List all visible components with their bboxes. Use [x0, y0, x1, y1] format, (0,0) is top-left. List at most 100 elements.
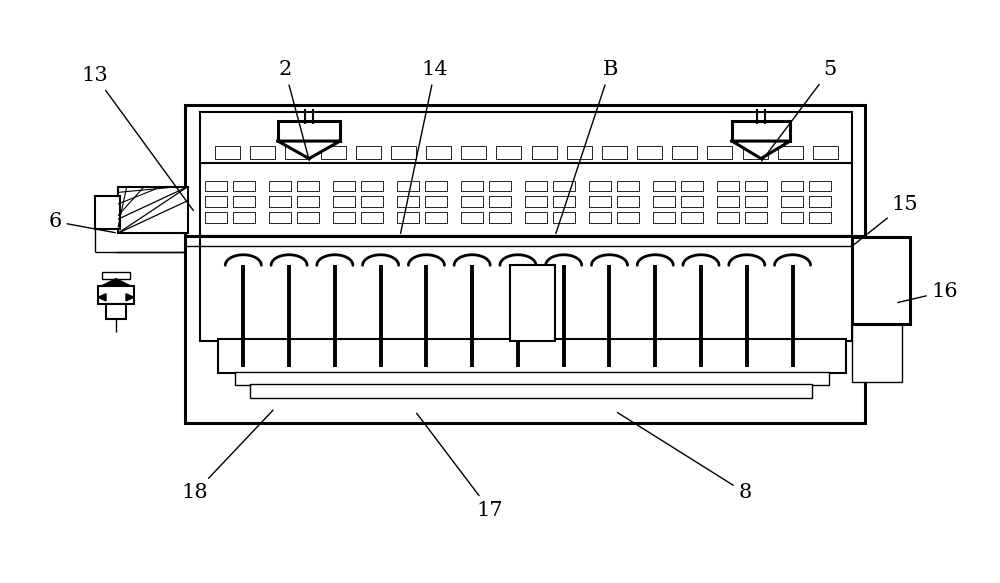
Bar — [707, 146, 732, 159]
Bar — [297, 181, 319, 191]
Bar — [553, 181, 575, 191]
Bar — [425, 196, 447, 207]
Bar — [743, 146, 768, 159]
Bar — [813, 146, 838, 159]
Bar — [717, 212, 739, 223]
Bar — [681, 181, 703, 191]
Bar — [278, 121, 340, 141]
Bar — [589, 181, 611, 191]
Bar — [681, 196, 703, 207]
Bar — [233, 212, 255, 223]
Bar — [781, 212, 803, 223]
Bar — [809, 212, 831, 223]
Bar — [297, 212, 319, 223]
Text: 17: 17 — [417, 413, 503, 519]
Bar — [200, 112, 852, 236]
Bar — [637, 146, 662, 159]
Bar — [525, 181, 547, 191]
Bar — [717, 181, 739, 191]
Bar — [425, 181, 447, 191]
Text: 5: 5 — [762, 61, 837, 161]
Bar — [297, 196, 319, 207]
Bar — [118, 187, 188, 233]
Text: 8: 8 — [617, 413, 752, 502]
Bar — [250, 384, 812, 398]
Bar — [269, 196, 291, 207]
Bar — [425, 212, 447, 223]
Bar — [567, 146, 592, 159]
Bar — [205, 181, 227, 191]
Bar — [617, 181, 639, 191]
Bar — [215, 146, 240, 159]
Bar — [653, 196, 675, 207]
Bar — [589, 196, 611, 207]
Bar — [333, 212, 355, 223]
Bar — [426, 146, 451, 159]
Bar — [205, 212, 227, 223]
Bar — [218, 339, 846, 373]
Bar — [269, 212, 291, 223]
Bar — [525, 196, 547, 207]
Text: 13: 13 — [82, 66, 193, 210]
Bar — [269, 181, 291, 191]
Bar — [489, 181, 511, 191]
Bar — [681, 212, 703, 223]
Text: 16: 16 — [898, 282, 958, 303]
Bar — [461, 196, 483, 207]
Bar — [285, 146, 310, 159]
Bar — [391, 146, 416, 159]
Bar — [333, 196, 355, 207]
Bar — [95, 196, 120, 229]
Bar — [778, 146, 803, 159]
Polygon shape — [126, 294, 134, 301]
Polygon shape — [732, 141, 790, 159]
Text: 14: 14 — [401, 61, 448, 233]
Bar — [361, 196, 383, 207]
Bar — [589, 212, 611, 223]
Bar — [553, 212, 575, 223]
Bar — [397, 181, 419, 191]
Bar — [321, 146, 346, 159]
Text: 6: 6 — [48, 212, 115, 233]
Bar — [532, 146, 557, 159]
Bar — [98, 286, 134, 304]
Bar — [672, 146, 697, 159]
Bar — [461, 146, 486, 159]
Text: B: B — [556, 61, 618, 233]
Bar — [200, 236, 852, 341]
Bar — [356, 146, 381, 159]
Bar — [233, 181, 255, 191]
Text: 15: 15 — [852, 195, 918, 246]
Bar — [617, 196, 639, 207]
Bar — [205, 196, 227, 207]
Bar — [233, 196, 255, 207]
Bar — [602, 146, 627, 159]
Bar — [510, 265, 555, 341]
Bar — [745, 181, 767, 191]
Bar — [461, 181, 483, 191]
Bar — [235, 372, 829, 385]
Bar — [496, 146, 521, 159]
Bar — [745, 212, 767, 223]
Bar — [617, 212, 639, 223]
Bar — [489, 196, 511, 207]
Polygon shape — [102, 279, 130, 286]
Bar — [852, 237, 910, 324]
Bar — [397, 212, 419, 223]
Bar — [489, 212, 511, 223]
Bar — [102, 272, 130, 279]
Bar — [781, 196, 803, 207]
Bar — [781, 181, 803, 191]
Bar — [745, 196, 767, 207]
Bar — [809, 196, 831, 207]
Bar — [333, 181, 355, 191]
Polygon shape — [98, 294, 106, 301]
Bar — [525, 212, 547, 223]
Text: 2: 2 — [278, 61, 309, 160]
Bar — [809, 181, 831, 191]
Bar — [653, 212, 675, 223]
Bar — [732, 121, 790, 141]
Bar — [461, 212, 483, 223]
Bar — [250, 146, 275, 159]
Bar — [185, 105, 865, 423]
